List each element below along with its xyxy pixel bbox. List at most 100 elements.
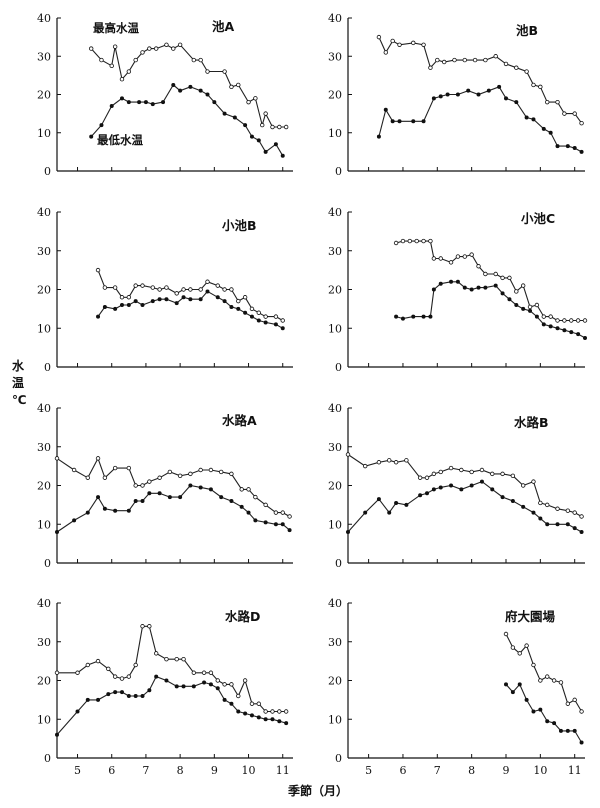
min-series-point xyxy=(428,314,433,319)
min-series-point xyxy=(106,692,111,697)
min-series-point xyxy=(249,134,254,139)
min-series-point xyxy=(126,100,131,105)
min-series-line xyxy=(378,86,582,153)
max-series-point xyxy=(283,709,289,714)
max-series-point xyxy=(531,662,536,668)
max-series-point xyxy=(198,57,203,63)
max-series-point xyxy=(520,483,526,488)
min-series-point xyxy=(538,516,543,521)
min-series-point xyxy=(280,326,285,331)
max-series-point xyxy=(579,514,584,519)
min-series-point xyxy=(188,297,193,302)
min-series-point xyxy=(256,318,261,323)
min-series-point xyxy=(96,495,101,500)
min-series-point xyxy=(514,100,519,105)
min-series-point xyxy=(390,119,395,124)
min-series-point xyxy=(572,146,577,151)
max-series-point xyxy=(54,456,60,461)
min-series-point xyxy=(147,688,152,693)
min-series-point xyxy=(466,88,471,93)
max-series-point xyxy=(140,50,145,55)
y-tick-label: 20 xyxy=(328,675,342,688)
max-series-point xyxy=(215,678,220,683)
y-tick-label: 0 xyxy=(44,557,51,570)
max-series-point xyxy=(510,645,516,650)
x-tick-label: 7 xyxy=(434,764,441,777)
min-series-point xyxy=(178,495,183,500)
min-series-point xyxy=(514,302,519,307)
max-series-point xyxy=(174,291,179,296)
max-series-point xyxy=(572,510,577,515)
min-series-point xyxy=(191,684,196,689)
max-series-point xyxy=(493,54,498,59)
max-series-point xyxy=(263,314,268,319)
max-series-point xyxy=(555,99,560,105)
min-series-point xyxy=(219,495,224,500)
y-tick-label: 0 xyxy=(335,557,342,570)
y-tick-label: 10 xyxy=(328,322,342,335)
max-series-point xyxy=(421,238,426,244)
max-series-point xyxy=(75,670,80,675)
min-series-point xyxy=(548,130,553,135)
max-series-point xyxy=(448,465,454,471)
y-tick-label: 40 xyxy=(37,206,51,219)
max-series-point xyxy=(89,46,94,51)
max-series-point xyxy=(164,656,169,662)
max-series-point xyxy=(572,697,577,703)
panel: 0 10 20 30 40 小池B xyxy=(37,206,293,374)
max-series-point xyxy=(483,271,488,277)
max-series-point xyxy=(236,693,241,699)
max-series-point xyxy=(112,674,118,679)
max-series-point xyxy=(181,656,186,662)
min-series-point xyxy=(552,721,557,726)
max-series-point xyxy=(551,678,557,683)
y-tick-label: 20 xyxy=(37,284,51,297)
max-series-point xyxy=(236,82,241,88)
min-series-point xyxy=(229,498,234,503)
max-series-point xyxy=(198,287,203,292)
max-series-point xyxy=(167,469,173,475)
min-series-point xyxy=(188,483,193,488)
max-series-point xyxy=(280,318,285,323)
max-series-point xyxy=(387,458,392,463)
min-series-point xyxy=(55,530,60,535)
max-series-point xyxy=(242,678,248,683)
max-series-point xyxy=(428,238,433,244)
min-series-point xyxy=(421,314,426,319)
min-series-point xyxy=(579,740,584,745)
max-series-point xyxy=(229,471,234,477)
min-series-point xyxy=(171,82,176,87)
max-series-point xyxy=(524,643,529,648)
max-series-point xyxy=(414,238,419,244)
y-tick-label: 40 xyxy=(37,12,51,25)
max-series-point xyxy=(273,510,279,515)
min-series-point xyxy=(541,322,546,327)
y-tick-label: 40 xyxy=(37,597,51,610)
max-series-point xyxy=(218,469,224,475)
max-series-point xyxy=(246,99,251,105)
y-tick-label: 0 xyxy=(335,361,342,374)
max-series-point xyxy=(171,46,176,51)
min-series-point xyxy=(531,510,536,515)
max-series-point xyxy=(280,510,285,515)
min-series-point xyxy=(205,289,210,294)
y-tick-label: 20 xyxy=(37,480,51,493)
max-series-point xyxy=(215,283,220,288)
panel-title: 水路A xyxy=(222,413,257,428)
max-series-point xyxy=(469,252,474,257)
min-series-point xyxy=(273,322,278,327)
min-series-point xyxy=(249,713,254,718)
min-series-point xyxy=(277,719,282,724)
max-series-point xyxy=(249,306,255,312)
min-series-point xyxy=(569,330,574,335)
min-series-point xyxy=(202,680,207,685)
min-series-point xyxy=(376,497,381,502)
min-series-point xyxy=(263,717,268,722)
max-series-point xyxy=(424,475,430,480)
x-tick-label: 8 xyxy=(177,764,184,777)
max-series-point xyxy=(164,42,169,47)
max-series-point xyxy=(126,295,132,300)
min-series-point xyxy=(476,285,481,290)
max-series-point xyxy=(246,487,251,492)
